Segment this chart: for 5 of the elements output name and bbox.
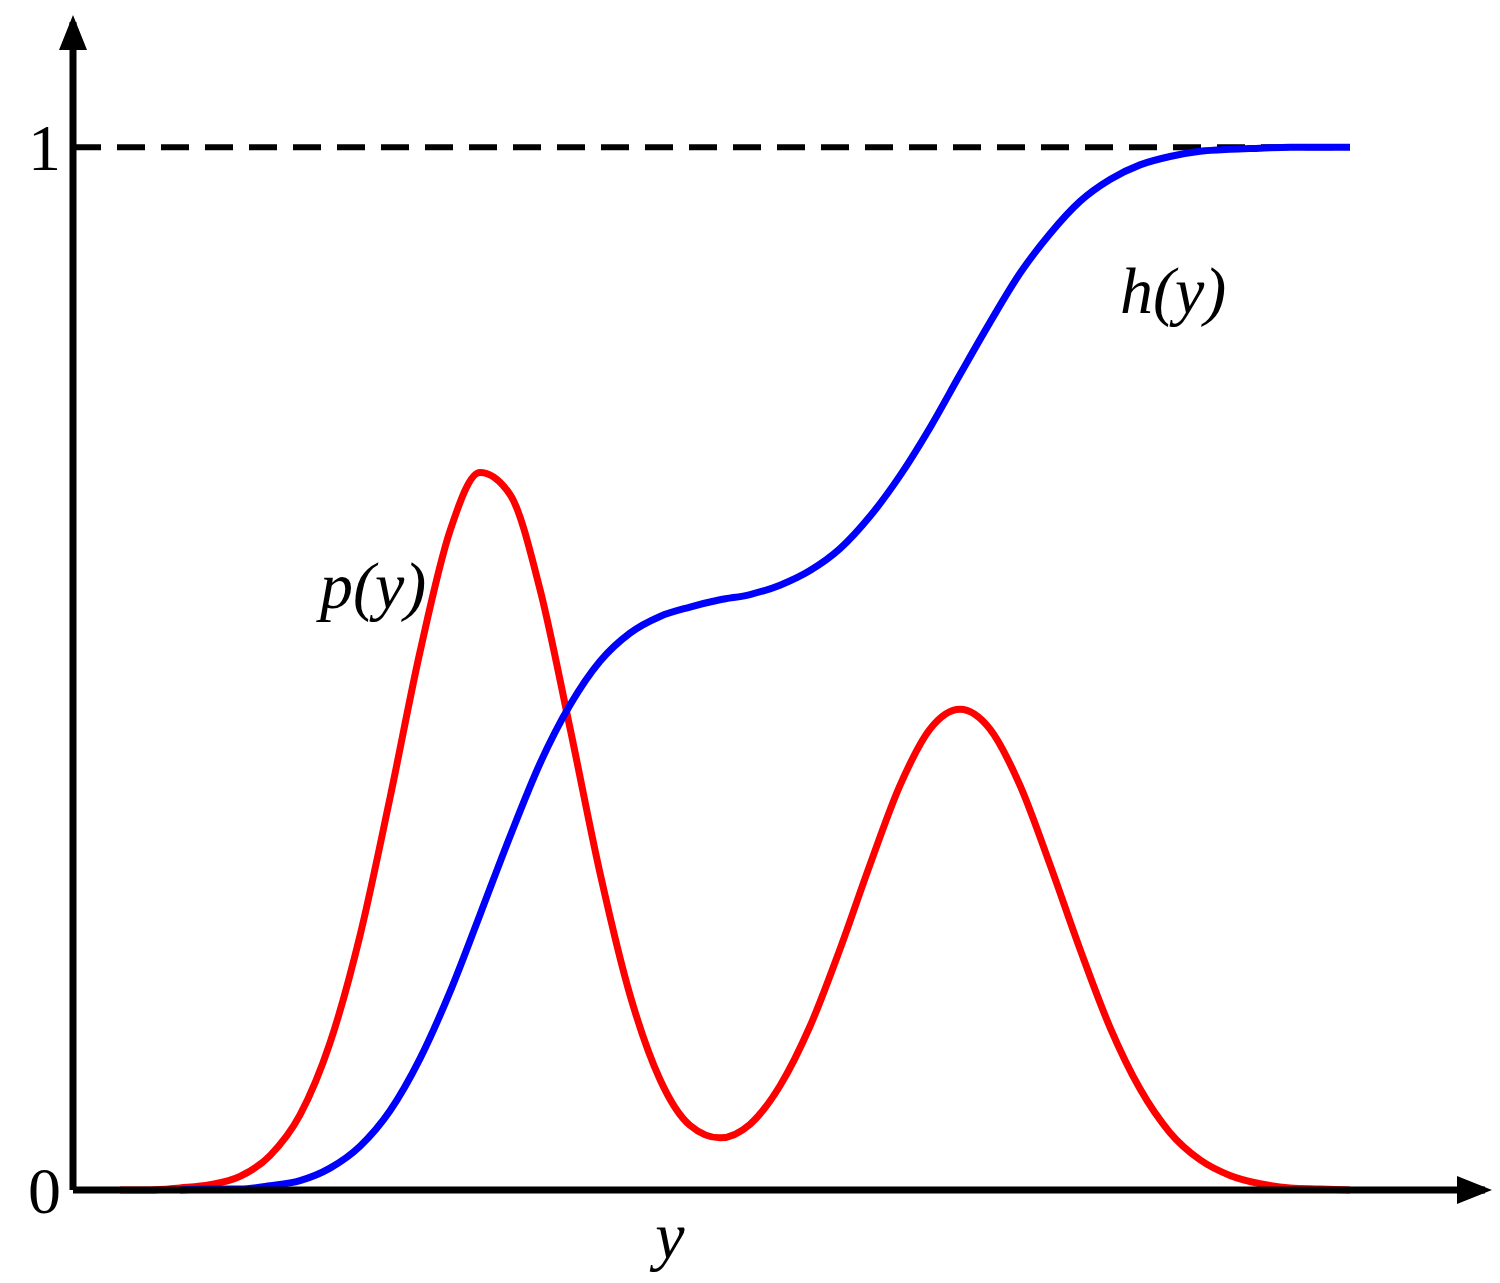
series-label: h(y) <box>1120 254 1227 328</box>
series-label: p(y) <box>316 549 427 623</box>
y-tick-label: 1 <box>28 111 61 185</box>
x-axis-title: y <box>649 1199 686 1272</box>
y-tick-label: 0 <box>28 1154 61 1228</box>
